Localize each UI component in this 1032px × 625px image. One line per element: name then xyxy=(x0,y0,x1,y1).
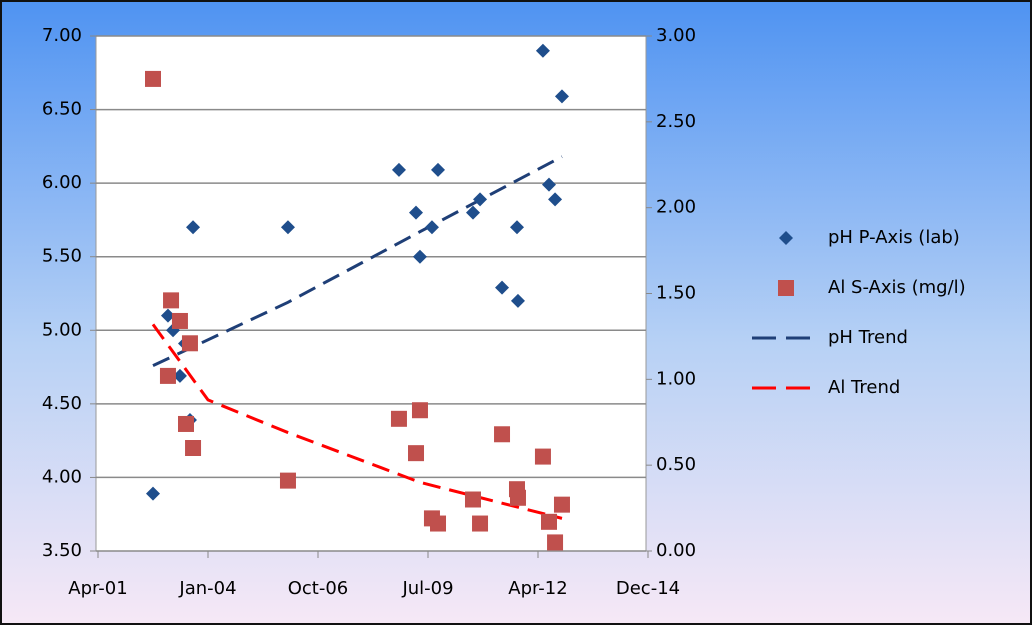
data-point xyxy=(171,312,188,329)
data-point xyxy=(541,513,557,530)
x-tick-label: Apr-12 xyxy=(508,578,567,599)
data-point xyxy=(178,415,194,432)
data-point xyxy=(430,515,447,532)
x-tick-label: Oct-06 xyxy=(288,578,349,599)
data-point xyxy=(181,335,198,352)
y2-tick-label: 0.50 xyxy=(656,454,696,475)
data-point xyxy=(472,515,489,532)
y2-tick-label: 2.50 xyxy=(656,111,696,132)
y-tick-label: 7.00 xyxy=(42,25,82,46)
y-tick-label: 3.50 xyxy=(42,540,82,561)
data-point xyxy=(390,410,407,427)
data-point xyxy=(409,205,424,220)
y-tick-label: 5.00 xyxy=(42,319,82,340)
y2-tick-label: 3.00 xyxy=(656,25,696,46)
y-tick-label: 5.50 xyxy=(42,246,82,267)
data-point xyxy=(186,220,201,235)
y2-tick-label: 1.00 xyxy=(656,368,696,389)
data-point xyxy=(280,220,295,235)
data-point xyxy=(411,402,428,419)
x-tick-label: Jul-09 xyxy=(401,578,453,599)
y-tick-label: 6.00 xyxy=(42,172,82,193)
data-point xyxy=(391,162,406,177)
trend-line xyxy=(152,155,563,367)
legend-label: Al Trend xyxy=(828,377,900,398)
legend-label: pH Trend xyxy=(828,327,908,348)
data-point xyxy=(279,472,296,489)
data-point xyxy=(465,205,480,220)
data-point xyxy=(495,280,510,295)
data-point xyxy=(160,308,175,323)
x-tick-label: Apr-01 xyxy=(68,578,127,599)
data-point xyxy=(185,440,202,456)
data-point xyxy=(412,249,427,264)
data-point xyxy=(159,367,176,384)
y-tick-label: 4.50 xyxy=(42,393,82,414)
data-point xyxy=(542,177,556,192)
data-point xyxy=(473,192,488,207)
data-point xyxy=(509,489,526,506)
trend-line xyxy=(151,323,563,520)
data-point xyxy=(535,43,550,58)
legend-label: pH P-Axis (lab) xyxy=(828,227,960,248)
legend-swatch xyxy=(778,280,794,296)
legend-swatch xyxy=(779,231,793,245)
legend-label: Al S-Axis (mg/l) xyxy=(828,277,966,298)
y2-tick-label: 1.50 xyxy=(656,283,696,304)
data-point xyxy=(146,486,160,501)
y2-tick-label: 2.00 xyxy=(656,197,696,218)
data-point xyxy=(509,220,524,235)
data-point xyxy=(424,220,439,235)
y-tick-label: 6.50 xyxy=(42,99,82,120)
y-tick-label: 4.00 xyxy=(42,466,82,487)
data-point xyxy=(548,192,563,207)
data-point xyxy=(494,426,511,443)
y2-tick-label: 0.00 xyxy=(656,540,696,561)
data-point xyxy=(553,496,570,513)
data-point xyxy=(464,491,481,508)
data-point xyxy=(554,89,569,104)
data-point xyxy=(431,162,446,177)
data-point xyxy=(510,293,525,308)
data-point xyxy=(534,448,551,465)
data-point xyxy=(172,368,187,383)
data-point xyxy=(547,534,564,551)
data-point xyxy=(408,445,425,462)
x-tick-label: Dec-14 xyxy=(616,578,680,599)
x-tick-label: Jan-04 xyxy=(178,578,236,599)
plot-area xyxy=(95,35,647,552)
data-point xyxy=(145,70,161,87)
data-point xyxy=(163,292,180,309)
